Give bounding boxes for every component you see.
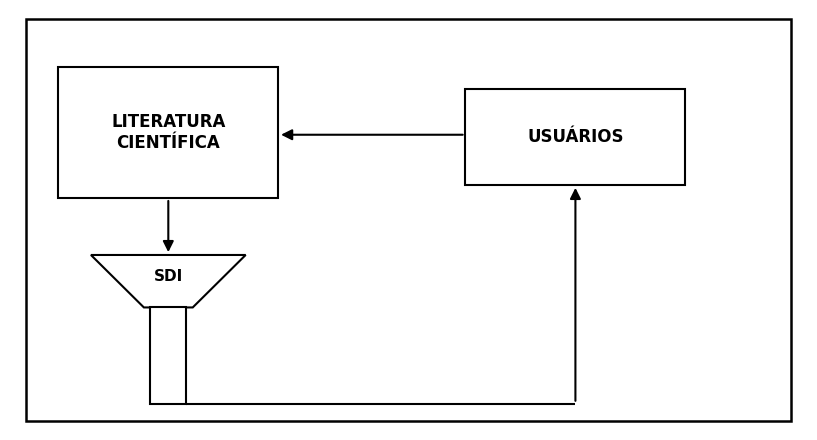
Bar <box>58 67 279 198</box>
Text: USUÁRIOS: USUÁRIOS <box>527 128 623 146</box>
Polygon shape <box>91 255 246 308</box>
Text: LITERATURA
CIENTÍFICA: LITERATURA CIENTÍFICA <box>111 113 225 152</box>
Bar <box>466 89 685 185</box>
Text: SDI: SDI <box>154 269 183 284</box>
Bar <box>150 308 186 403</box>
